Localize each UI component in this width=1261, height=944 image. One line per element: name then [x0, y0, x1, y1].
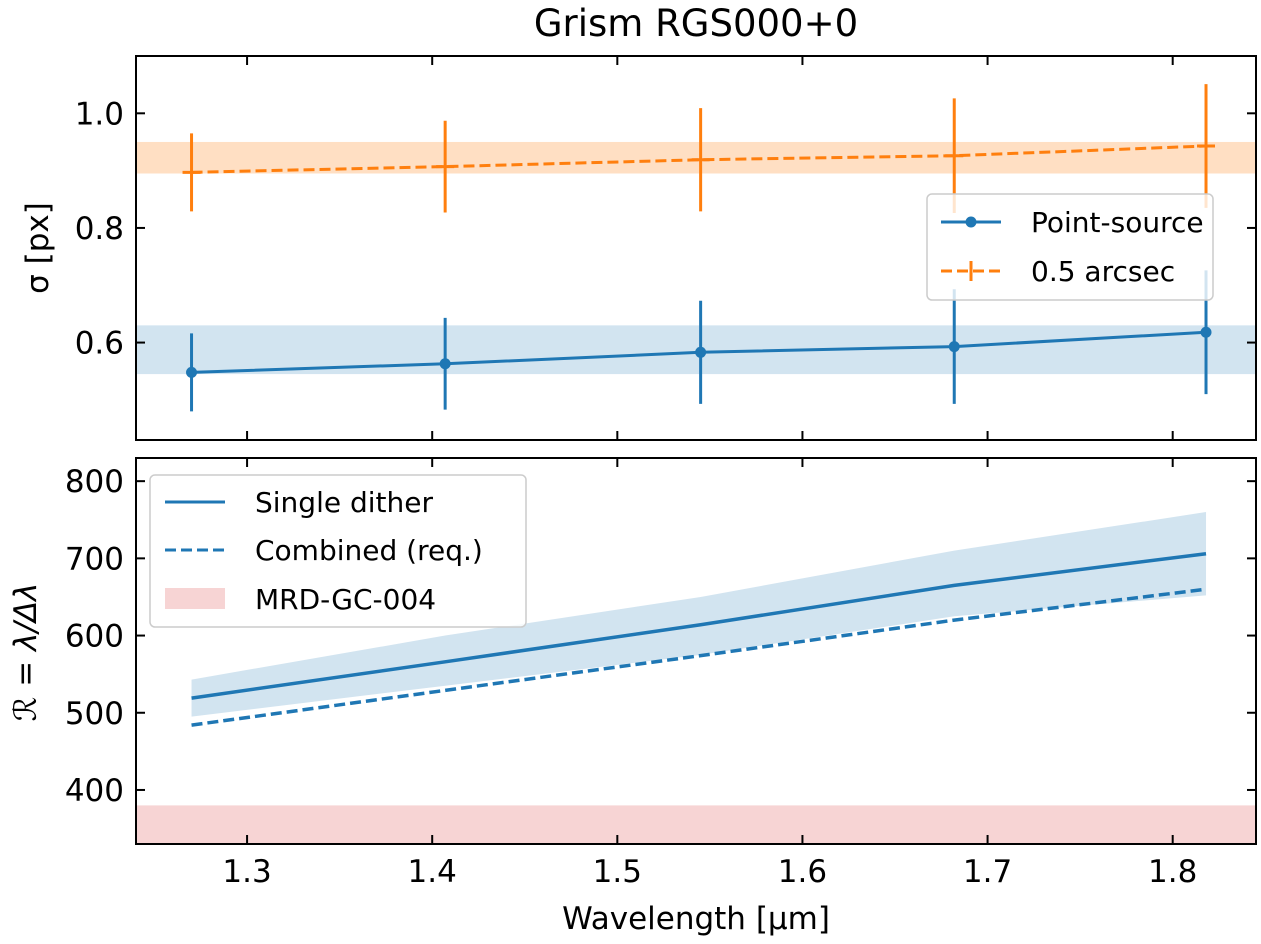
legend-combined-label: Combined (req.)	[255, 534, 483, 567]
combined-line	[191, 587, 1207, 727]
y-tick-label: 0.8	[75, 211, 124, 247]
y-tick-label: 700	[65, 541, 124, 577]
legend-mrd-label: MRD-GC-004	[255, 583, 436, 616]
legend-mrd-swatch	[165, 588, 225, 609]
legend-resolution: Single dither Combined (req.) MRD-GC-004	[149, 474, 527, 628]
y-tick-label: 800	[65, 464, 124, 500]
mrd-requirement-band	[136, 805, 1256, 844]
point-source-point	[948, 341, 960, 353]
chart-title: Grism RGS000+0	[534, 2, 858, 45]
x-axis-label: Wavelength [μm]	[562, 901, 830, 937]
panel-sigma: 0.6 0.8 1.0 σ [px] Point-source 0.5 arcsec	[20, 55, 1257, 441]
point-source-point	[186, 366, 198, 378]
panel-sigma-frame	[135, 55, 1257, 441]
x-tick-label: 1.4	[408, 854, 457, 890]
legend-resolution-frame	[149, 474, 527, 628]
x-tick-label: 1.8	[1148, 854, 1197, 890]
y-tick-label: 500	[65, 696, 124, 732]
y-tick-label: 600	[65, 619, 124, 655]
panel-resolution: 400 500 600 700 800 1.3 1.4 1.5 1.6 1.7 1.8 ℛ = λ…	[8, 457, 1257, 937]
panel-sigma-ylabel: σ [px]	[20, 202, 56, 294]
single-dither-line	[191, 551, 1207, 700]
point-source-point	[439, 358, 451, 370]
legend-point-source-marker	[965, 216, 977, 228]
legend-sigma: Point-source 0.5 arcsec	[926, 193, 1214, 301]
point-source-point	[695, 346, 707, 358]
resolution-uncertainty-band	[191, 512, 1207, 717]
point-source-point	[1200, 326, 1212, 338]
arcsec-line	[191, 144, 1207, 174]
legend-single-dither-label: Single dither	[255, 486, 433, 519]
legend-point-source-label: Point-source	[1031, 206, 1204, 239]
x-tick-label: 1.7	[963, 854, 1012, 890]
panel-resolution-frame	[135, 457, 1257, 845]
legend-arcsec-label: 0.5 arcsec	[1031, 255, 1175, 288]
x-tick-label: 1.6	[778, 854, 827, 890]
panel-resolution-ylabel: ℛ = λ/Δλ	[8, 583, 44, 722]
x-tick-label: 1.5	[593, 854, 642, 890]
y-tick-label: 0.6	[75, 326, 124, 362]
y-tick-label: 1.0	[75, 96, 124, 132]
y-tick-label: 400	[65, 773, 124, 809]
x-tick-label: 1.3	[222, 854, 271, 890]
